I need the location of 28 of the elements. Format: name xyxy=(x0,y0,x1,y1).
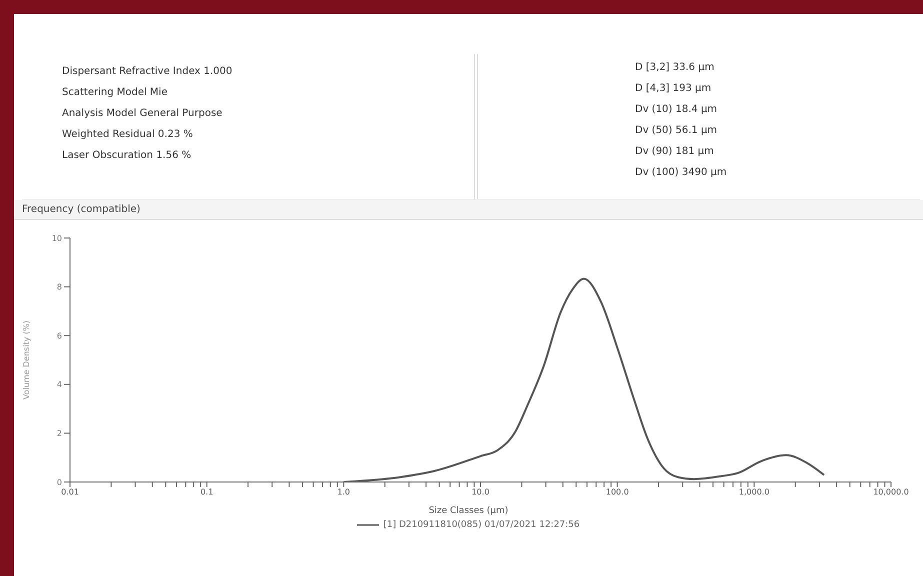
text: Laser Obscuration 1.56 % xyxy=(62,150,192,161)
text: Weighted Residual 0.23 % xyxy=(62,129,193,140)
x-axis-title: Size Classes (µm) xyxy=(428,506,510,516)
y-tick-label: 6 xyxy=(56,331,62,340)
x-tick-label: 10,000.0 xyxy=(873,488,909,497)
text: Scattering Model Mie xyxy=(62,87,168,98)
text: Dispersant Refractive Index 1.000 xyxy=(62,66,232,77)
text: Dv (50) 56.1 µm xyxy=(635,125,718,136)
text: D [4,3] 193 µm xyxy=(635,83,712,94)
x-tick-label: 10.0 xyxy=(472,488,490,497)
y-tick-label: 8 xyxy=(56,282,62,292)
x-tick-label: 0.01 xyxy=(61,488,79,497)
chart-title: Frequency (compatible) xyxy=(14,200,923,220)
y-axis-title: Volume Density (%) xyxy=(22,320,31,400)
x-tick-label: 1.0 xyxy=(337,488,350,497)
text: Analysis Model General Purpose xyxy=(62,108,222,119)
y-tick-label: 4 xyxy=(56,380,62,390)
text: Dv (90) 181 µm xyxy=(635,146,714,157)
text: Dv (10) 18.4 µm xyxy=(635,104,718,115)
x-tick-label: 100.0 xyxy=(606,488,629,497)
text: D [3,2] 33.6 µm xyxy=(635,62,714,73)
legend-label: [1] D210911810(085) 01/07/2021 12:27:56 xyxy=(382,520,580,530)
text: Dv (100) 3490 µm xyxy=(635,167,727,178)
y-tick-label: 10 xyxy=(52,234,62,243)
y-tick-label: 0 xyxy=(56,478,62,487)
y-tick-label: 2 xyxy=(56,429,62,438)
x-tick-label: 1,000.0 xyxy=(738,488,770,497)
x-tick-label: 0.1 xyxy=(200,488,214,497)
